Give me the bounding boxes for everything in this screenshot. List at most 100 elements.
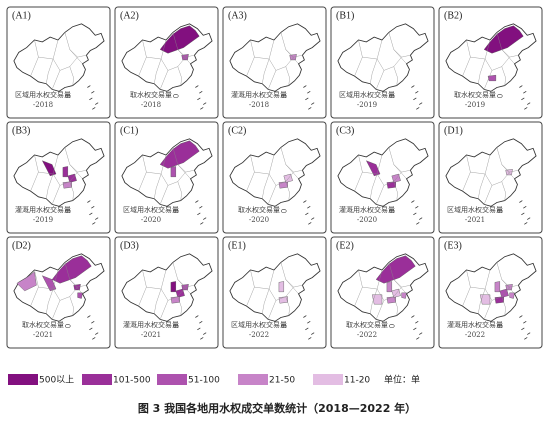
panel-year: -2018 (33, 101, 53, 109)
map-panel: (B1) 区域用水权交易量 -2019 (330, 6, 435, 119)
outline (229, 138, 321, 207)
hainan (65, 324, 71, 329)
panel-label: (D1) (444, 125, 463, 136)
islands (419, 332, 423, 335)
panel-year: -2021 (141, 331, 161, 339)
islands (308, 107, 312, 110)
province-borders (462, 262, 519, 320)
province-borders (462, 147, 519, 205)
china-map (337, 23, 429, 110)
islands (413, 212, 417, 216)
islands (411, 315, 415, 318)
islands (411, 85, 415, 88)
legend-swatch (313, 374, 343, 385)
panel-caption: 灌溉用水权交易量 (123, 320, 179, 329)
islands (203, 332, 207, 335)
islands (89, 212, 93, 216)
islands (91, 90, 95, 94)
panel-caption: 灌溉用水权交易量 (339, 205, 395, 214)
islands (89, 327, 93, 331)
province-borders (246, 32, 303, 90)
province-borders (462, 32, 519, 90)
islands (91, 320, 95, 324)
hainan (497, 94, 503, 99)
province-borders (30, 32, 87, 90)
map-panel: (A3) 灌溉用水权交易量 -2018 (222, 6, 327, 119)
panel-caption: 区域用水权交易量 (231, 320, 287, 329)
islands (523, 90, 527, 94)
panel-caption: 区域用水权交易量 (15, 90, 71, 99)
panel-label: (E2) (336, 240, 354, 251)
province-borders (354, 32, 411, 90)
china-map (445, 23, 537, 110)
map-panel: (B2) 取水权交易量 -2019 (438, 6, 543, 119)
hainan (173, 94, 179, 99)
outline (13, 138, 105, 207)
panel-label: (C3) (336, 125, 354, 136)
islands (195, 200, 199, 203)
islands (305, 97, 309, 101)
panel-label: (B1) (336, 10, 354, 21)
province-borders (354, 262, 411, 320)
islands (413, 327, 417, 331)
panel-year: -2019 (357, 101, 377, 109)
islands (91, 205, 95, 209)
panel-label: (D2) (12, 240, 31, 251)
china-map (121, 23, 213, 110)
map-panel: (A2) 取水权交易量 -2018 (114, 6, 219, 119)
map-panel: (E1) 区域用水权交易量 -2022 (222, 236, 327, 349)
region (16, 271, 37, 292)
panel-caption: 取水权交易量 (22, 320, 64, 329)
islands (416, 222, 420, 225)
outline (121, 253, 213, 322)
islands (419, 217, 423, 220)
islands (521, 212, 525, 216)
outline (445, 138, 537, 207)
map-panel: (D3) 灌溉用水权交易量 -2021 (114, 236, 219, 349)
islands (416, 107, 420, 110)
panel-year: -2021 (465, 216, 485, 224)
islands (413, 97, 417, 101)
islands (87, 315, 91, 318)
map-panel: (C3) 灌溉用水权交易量 -2020 (330, 121, 435, 234)
panel-year: -2018 (141, 101, 161, 109)
islands (197, 212, 201, 216)
region (479, 294, 491, 305)
islands (416, 337, 420, 340)
region (278, 281, 284, 293)
legend-label: 11-20 (344, 376, 370, 386)
islands (415, 205, 419, 209)
panel-caption: 区域用水权交易量 (447, 205, 503, 214)
map-panel: (C1) 区域用水权交易量 -2020 (114, 121, 219, 234)
legend-swatch (82, 374, 112, 385)
province-borders (354, 147, 411, 205)
map-panel: (E2) 取水权交易量 -2022 (330, 236, 435, 349)
china-map (337, 138, 429, 225)
china-map (445, 253, 537, 340)
panel-label: (C2) (228, 125, 246, 136)
hainan (65, 209, 71, 214)
panel-caption: 取水权交易量 (130, 90, 172, 99)
region (41, 160, 57, 177)
china-map (229, 253, 321, 340)
china-map (229, 138, 321, 225)
islands (308, 337, 312, 340)
region (159, 140, 200, 169)
map-panel: (E3) 灌溉用水权交易量 -2022 (438, 236, 543, 349)
hainan (389, 324, 395, 329)
panel-caption: 取水权交易量 (454, 90, 496, 99)
islands (415, 90, 419, 94)
region (509, 292, 515, 299)
islands (527, 217, 531, 220)
islands (527, 332, 531, 335)
islands (311, 102, 315, 105)
province-borders (138, 147, 195, 205)
hainan (497, 209, 503, 214)
region (51, 255, 92, 284)
islands (200, 337, 204, 340)
map-panel: (B3) 灌溉用水权交易量 -2019 (6, 121, 111, 234)
islands (195, 315, 199, 318)
china-map (229, 23, 321, 110)
legend-label: 51-100 (188, 376, 220, 386)
panel-year: -2019 (465, 101, 485, 109)
